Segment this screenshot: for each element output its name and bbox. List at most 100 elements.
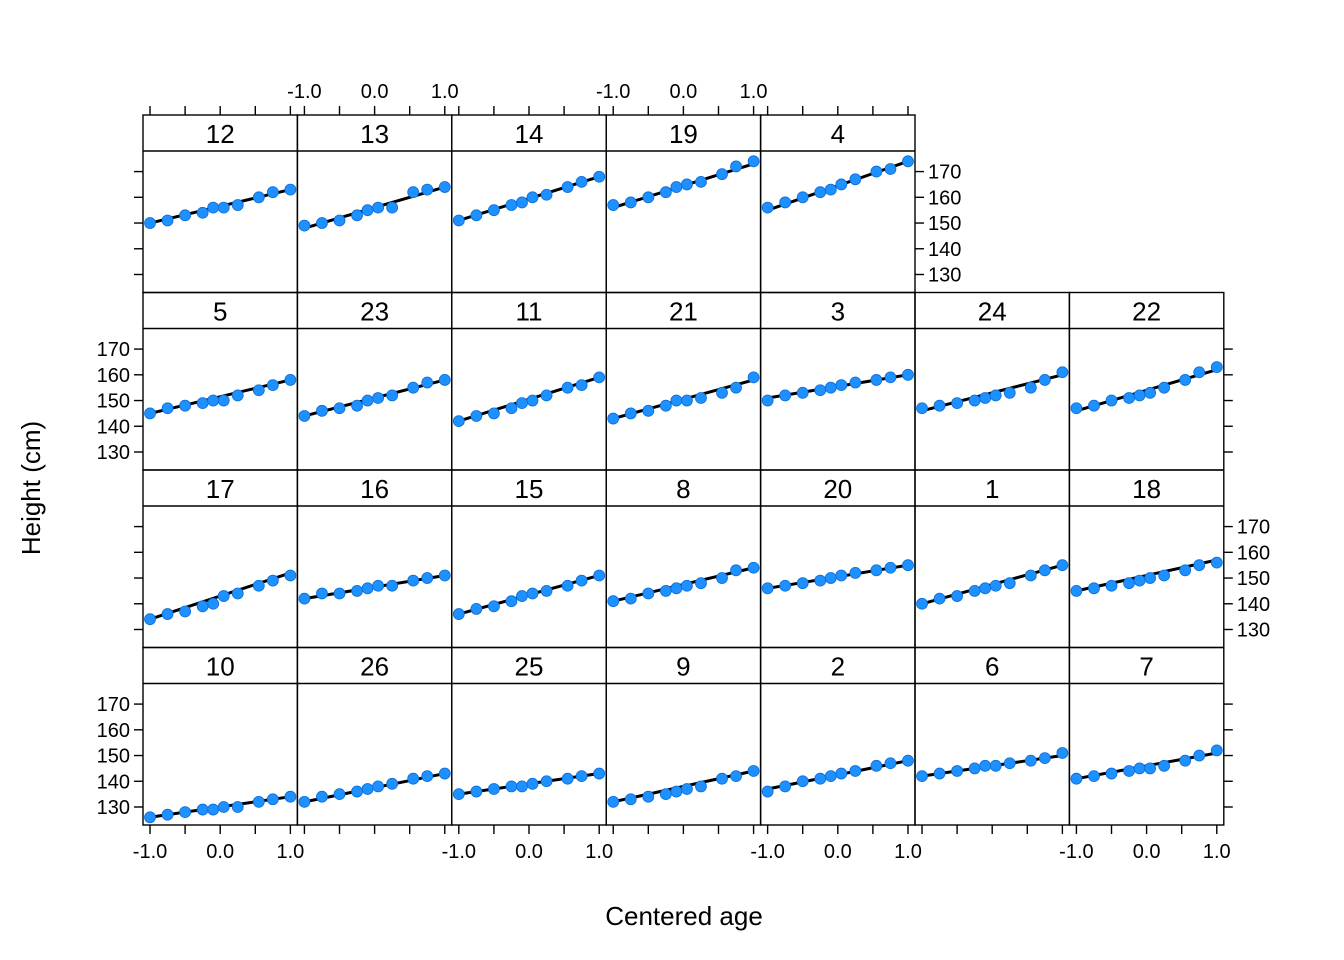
data-point xyxy=(989,579,1002,592)
data-point xyxy=(681,178,693,191)
data-point xyxy=(1003,577,1016,590)
data-point xyxy=(681,579,693,592)
data-point xyxy=(575,574,588,587)
data-point xyxy=(951,397,964,410)
x-axis xyxy=(303,825,446,834)
data-point xyxy=(252,579,265,592)
data-point xyxy=(231,587,244,600)
data-point xyxy=(642,404,655,417)
data-point xyxy=(796,577,809,590)
y-tick-label: 130 xyxy=(97,442,130,464)
data-point xyxy=(407,381,420,394)
data-point xyxy=(1144,762,1157,775)
data-point xyxy=(624,592,637,605)
data-point xyxy=(526,191,539,204)
panel-14: 14 xyxy=(451,114,607,294)
strip-label: 12 xyxy=(206,119,235,149)
data-point xyxy=(716,168,728,181)
data-point xyxy=(824,183,837,196)
panel-7: 7 xyxy=(1068,646,1225,826)
data-point xyxy=(421,376,434,389)
data-point xyxy=(207,597,220,610)
data-point xyxy=(916,402,928,415)
data-point xyxy=(902,559,914,572)
data-point xyxy=(161,808,174,821)
strip-label: 22 xyxy=(1132,297,1161,327)
data-point xyxy=(452,788,465,801)
data-point xyxy=(1088,399,1100,412)
data-point xyxy=(372,392,385,404)
x-axis: -1.0 0.0 1.0 xyxy=(133,825,304,863)
data-point xyxy=(561,772,574,785)
x-tick-label: 1.0 xyxy=(431,81,459,103)
data-point xyxy=(386,201,399,214)
data-point xyxy=(1088,582,1100,595)
data-point xyxy=(333,788,346,801)
data-point xyxy=(1024,569,1037,582)
data-point xyxy=(266,186,279,199)
data-point xyxy=(902,368,914,381)
data-point xyxy=(540,188,553,201)
panel-3: 3 xyxy=(759,291,916,471)
data-point xyxy=(670,181,683,193)
x-axis xyxy=(921,825,1064,834)
data-point xyxy=(540,389,553,402)
data-point xyxy=(681,394,693,407)
data-point xyxy=(1003,757,1016,770)
data-point xyxy=(1123,765,1135,777)
data-point xyxy=(316,587,328,600)
y-tick-label: 150 xyxy=(928,213,961,235)
data-point xyxy=(716,386,728,399)
x-axis: -1.0 0.0 1.0 xyxy=(596,81,767,115)
data-point xyxy=(284,569,297,582)
data-point xyxy=(979,582,992,595)
panel-13: 13 xyxy=(296,114,453,294)
data-point xyxy=(1123,577,1135,590)
data-point xyxy=(1038,752,1051,765)
x-tick-label: 0.0 xyxy=(1133,841,1161,863)
strip-label: 19 xyxy=(669,119,698,149)
data-point xyxy=(1088,770,1100,783)
data-point xyxy=(1056,747,1069,759)
data-point xyxy=(488,407,500,420)
data-point xyxy=(916,597,928,610)
data-point xyxy=(316,404,328,417)
data-point xyxy=(351,399,363,412)
data-point xyxy=(361,783,374,795)
data-point xyxy=(207,394,220,407)
data-point xyxy=(1179,564,1192,577)
data-point xyxy=(1123,392,1135,404)
data-point xyxy=(670,582,683,595)
data-point xyxy=(916,770,928,783)
strip-label: 7 xyxy=(1139,652,1153,682)
panel-8: 8 xyxy=(605,469,762,649)
data-point xyxy=(824,770,837,783)
data-point xyxy=(207,201,220,214)
panel-frame xyxy=(759,469,916,649)
data-point xyxy=(1133,389,1146,402)
data-point xyxy=(144,407,156,420)
panel-frame xyxy=(142,469,299,649)
panel-5: 5 xyxy=(142,291,299,471)
data-point xyxy=(252,384,265,397)
data-point xyxy=(1056,366,1069,379)
data-point xyxy=(452,415,465,428)
data-point xyxy=(372,780,385,793)
data-point xyxy=(747,155,760,168)
data-point xyxy=(814,574,827,587)
data-point xyxy=(1024,381,1037,394)
data-point xyxy=(870,759,883,772)
data-point xyxy=(407,186,420,199)
data-point xyxy=(695,392,707,404)
data-point xyxy=(779,196,792,209)
data-point xyxy=(607,199,620,211)
x-axis xyxy=(458,106,600,115)
data-point xyxy=(835,569,848,582)
y-tick-label: 150 xyxy=(1237,568,1270,590)
x-axis-title: Centered age xyxy=(605,901,763,931)
data-point xyxy=(470,209,483,222)
data-point xyxy=(835,767,848,780)
data-point xyxy=(1210,556,1223,569)
x-tick-label: 0.0 xyxy=(206,841,234,863)
data-point xyxy=(824,381,837,394)
